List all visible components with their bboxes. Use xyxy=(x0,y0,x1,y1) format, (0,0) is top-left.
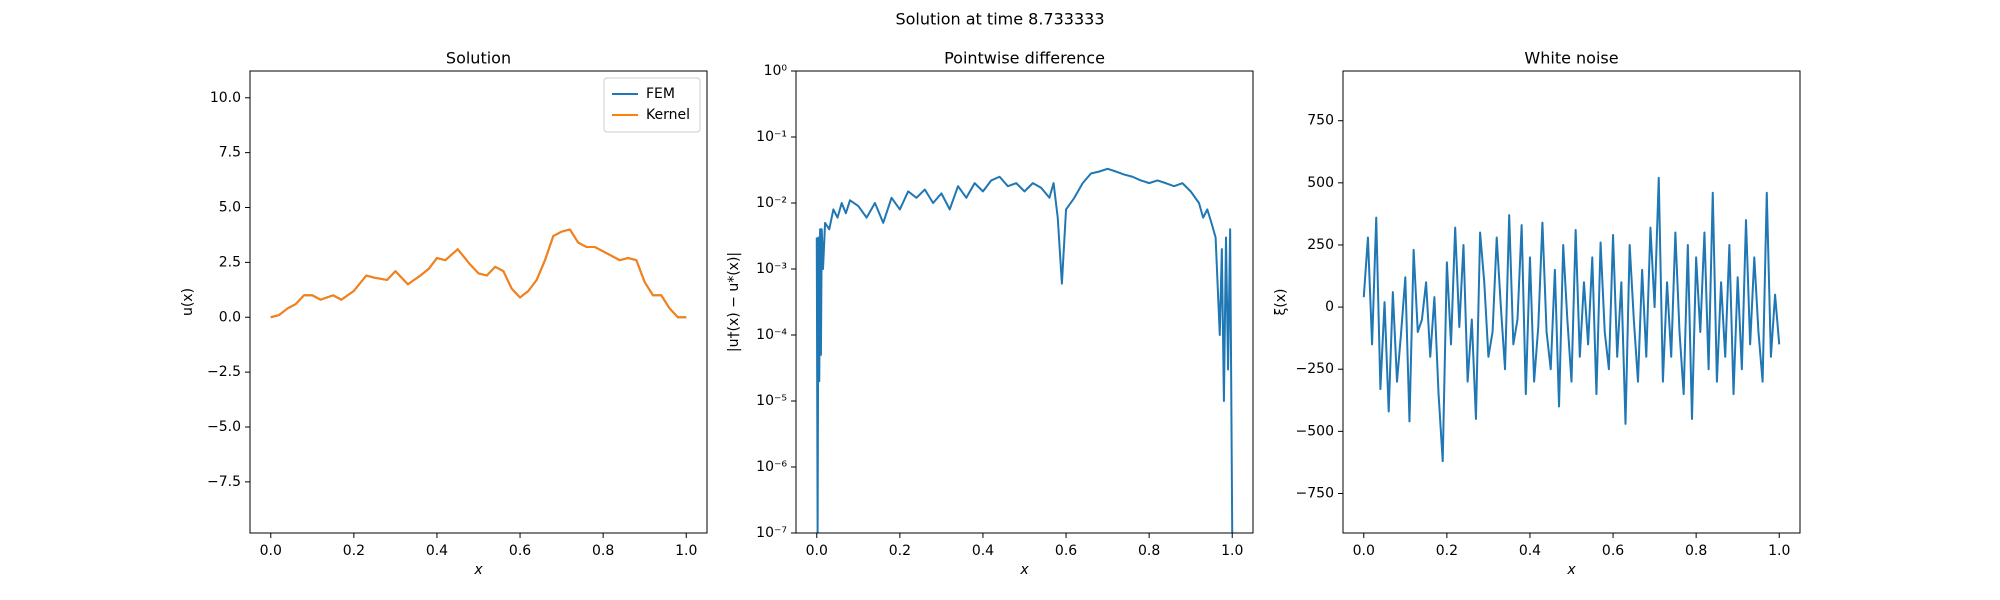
x-tick-label: 0.8 xyxy=(592,543,614,559)
x-tick-label: 0.8 xyxy=(1685,543,1707,559)
y-tick-label: 10⁻¹ xyxy=(756,129,787,145)
y-tick-label: 0 xyxy=(1325,299,1334,315)
y-tick-label: −2.5 xyxy=(207,364,241,380)
y-axis-label: u(x) xyxy=(180,288,196,316)
x-axis-label: x xyxy=(1019,562,1029,578)
y-axis-label: ξ(x) xyxy=(1273,288,1289,315)
y-tick-label: 10⁻² xyxy=(756,195,787,211)
y-tick-label: 10⁻⁷ xyxy=(756,525,787,541)
x-tick-label: 1.0 xyxy=(1768,543,1790,559)
x-tick-label: 0.4 xyxy=(426,543,448,559)
legend-label: Kernel xyxy=(646,107,690,123)
line xyxy=(1362,176,1781,463)
x-tick-label: 1.0 xyxy=(1221,543,1243,559)
x-tick-label: 1.0 xyxy=(675,543,697,559)
x-tick-label: 0.0 xyxy=(806,543,828,559)
y-tick-label: 10⁻³ xyxy=(756,261,787,277)
line xyxy=(270,228,687,319)
axes-frame xyxy=(795,70,1254,534)
y-tick-label: 500 xyxy=(1307,175,1334,191)
x-tick-label: 0.0 xyxy=(260,543,282,559)
y-tick-label: 10.0 xyxy=(210,90,241,106)
y-tick-label: 750 xyxy=(1307,113,1334,129)
x-tick-label: 0.2 xyxy=(343,543,365,559)
y-tick-label: 0.0 xyxy=(219,309,241,325)
y-tick-label: 7.5 xyxy=(219,145,241,161)
x-tick-label: 0.8 xyxy=(1138,543,1160,559)
y-tick-label: −750 xyxy=(1296,485,1334,501)
x-tick-label: 0.0 xyxy=(1353,543,1375,559)
y-tick-label: 10⁻⁵ xyxy=(756,393,787,409)
legend-label: FEM xyxy=(646,86,675,102)
y-tick-label: 10⁻⁶ xyxy=(756,459,787,475)
x-tick-label: 0.6 xyxy=(1055,543,1077,559)
x-tick-label: 0.6 xyxy=(1602,543,1624,559)
y-tick-label: 5.0 xyxy=(219,200,241,216)
axes-title: Solution xyxy=(446,49,511,68)
y-tick-label: 250 xyxy=(1307,237,1334,253)
x-tick-label: 0.2 xyxy=(889,543,911,559)
x-axis-label: x xyxy=(1566,562,1576,578)
y-tick-label: 2.5 xyxy=(219,254,241,270)
figure-title: Solution at time 8.733333 xyxy=(895,10,1104,29)
x-axis-label: x xyxy=(473,562,483,578)
y-tick-label: −250 xyxy=(1296,361,1334,377)
x-tick-label: 0.2 xyxy=(1436,543,1458,559)
y-tick-label: 10⁰ xyxy=(764,63,788,79)
y-tick-label: −5.0 xyxy=(207,419,241,435)
y-tick-label: −500 xyxy=(1296,423,1334,439)
y-axis-label: |u†(x) − u*(x)| xyxy=(726,252,742,352)
x-tick-label: 0.4 xyxy=(1519,543,1541,559)
axes-title: White noise xyxy=(1524,49,1618,68)
line xyxy=(815,167,1234,533)
axes-frame xyxy=(249,70,708,534)
axes-title: Pointwise difference xyxy=(944,49,1105,68)
legend-box xyxy=(603,77,701,133)
y-tick-label: −7.5 xyxy=(207,474,241,490)
y-tick-label: 10⁻⁴ xyxy=(756,327,787,343)
x-tick-label: 0.6 xyxy=(509,543,531,559)
axes-frame xyxy=(1342,70,1801,534)
x-tick-label: 0.4 xyxy=(972,543,994,559)
